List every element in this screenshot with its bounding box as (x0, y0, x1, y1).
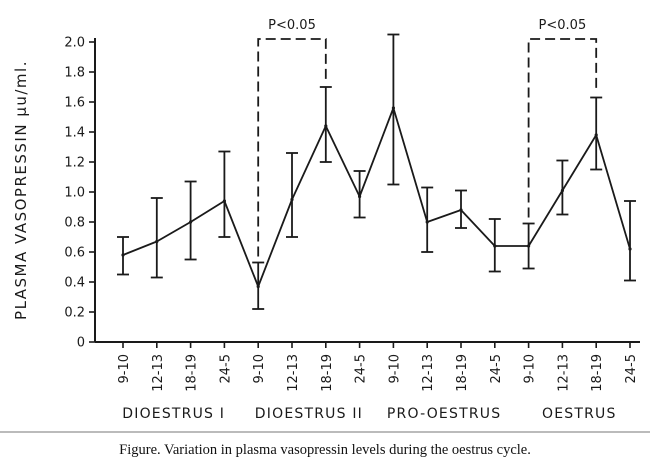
y-tick-label: 0.6 (64, 246, 85, 261)
x-tick-label: 18-19 (590, 354, 605, 392)
y-tick-label: 1.6 (64, 96, 85, 111)
y-tick-label: 1.2 (64, 156, 85, 171)
x-tick-label: 9-10 (117, 354, 132, 384)
x-tick-label: 24-5 (489, 354, 504, 384)
x-tick-label: 12-13 (421, 354, 436, 392)
significance-label: P<0.05 (268, 18, 316, 33)
y-tick-label: 1.4 (64, 126, 85, 141)
x-tick-label: 18-19 (320, 354, 335, 392)
y-tick-label: 0.4 (64, 276, 85, 291)
group-labels: DIOESTRUS I DIOESTRUS II PRO-OESTRUS OESTRU… (122, 406, 617, 422)
data-point (459, 208, 463, 212)
data-point (560, 188, 565, 193)
data-point (391, 106, 395, 110)
y-tick-label: 0.8 (64, 216, 85, 231)
data-point (290, 197, 294, 202)
y-axis-label: PLASMA VASOPRESSIN μu/ml. (12, 60, 30, 320)
x-tick-label: 24-5 (354, 354, 369, 384)
x-tick-label: 24-5 (624, 354, 639, 384)
data-point (527, 244, 531, 248)
data-point (155, 239, 159, 244)
group-label: OESTRUS (542, 406, 617, 422)
x-tick-label: 24-5 (218, 354, 233, 384)
y-tick-label: 1.0 (64, 186, 85, 201)
data-point (493, 244, 497, 248)
x-tick-label: 12-13 (151, 354, 166, 392)
x-tick-label: 9-10 (523, 354, 538, 384)
x-tick-label: 18-19 (185, 354, 200, 392)
significance-label: P<0.05 (539, 18, 587, 33)
x-tick-label: 18-19 (455, 354, 470, 392)
data-point (425, 220, 429, 224)
data-point (358, 194, 362, 199)
data-point (189, 220, 193, 224)
group-label: DIOESTRUS II (255, 406, 363, 422)
series-line (122, 107, 631, 288)
data-point (256, 284, 260, 289)
data-point (121, 253, 125, 257)
x-ticks: 9-10 12-13 18-19 24-5 9-10 12-13 18-19 24-5 9-10… (117, 342, 639, 392)
axes (94, 38, 640, 343)
error-bars (117, 33, 636, 310)
y-tick-label: 0 (77, 336, 85, 351)
x-tick-label: 9-10 (387, 354, 402, 384)
data-point (594, 133, 598, 137)
y-tick-label: 2.0 (64, 36, 85, 51)
group-label: DIOESTRUS I (122, 406, 225, 422)
series (121, 106, 632, 289)
x-tick-label: 12-13 (286, 354, 301, 392)
x-tick-label: 12-13 (556, 354, 571, 392)
y-ticks: 0 0.2 0.4 0.6 0.8 1.0 1.2 1.4 1.6 1.8 2.0 (64, 36, 95, 351)
x-tick-label: 9-10 (252, 354, 267, 384)
y-tick-label: 0.2 (64, 306, 85, 321)
significance-bracket (527, 38, 598, 218)
significance-bracket (257, 38, 327, 257)
group-label: PRO-OESTRUS (387, 406, 501, 422)
data-point (324, 124, 328, 128)
data-point (222, 199, 226, 203)
figure-caption: Figure. Variation in plasma vasopressin … (119, 442, 531, 458)
y-tick-label: 1.8 (64, 66, 85, 81)
data-point (628, 247, 632, 251)
annotations: P<0.05 P<0.05 (257, 18, 598, 257)
